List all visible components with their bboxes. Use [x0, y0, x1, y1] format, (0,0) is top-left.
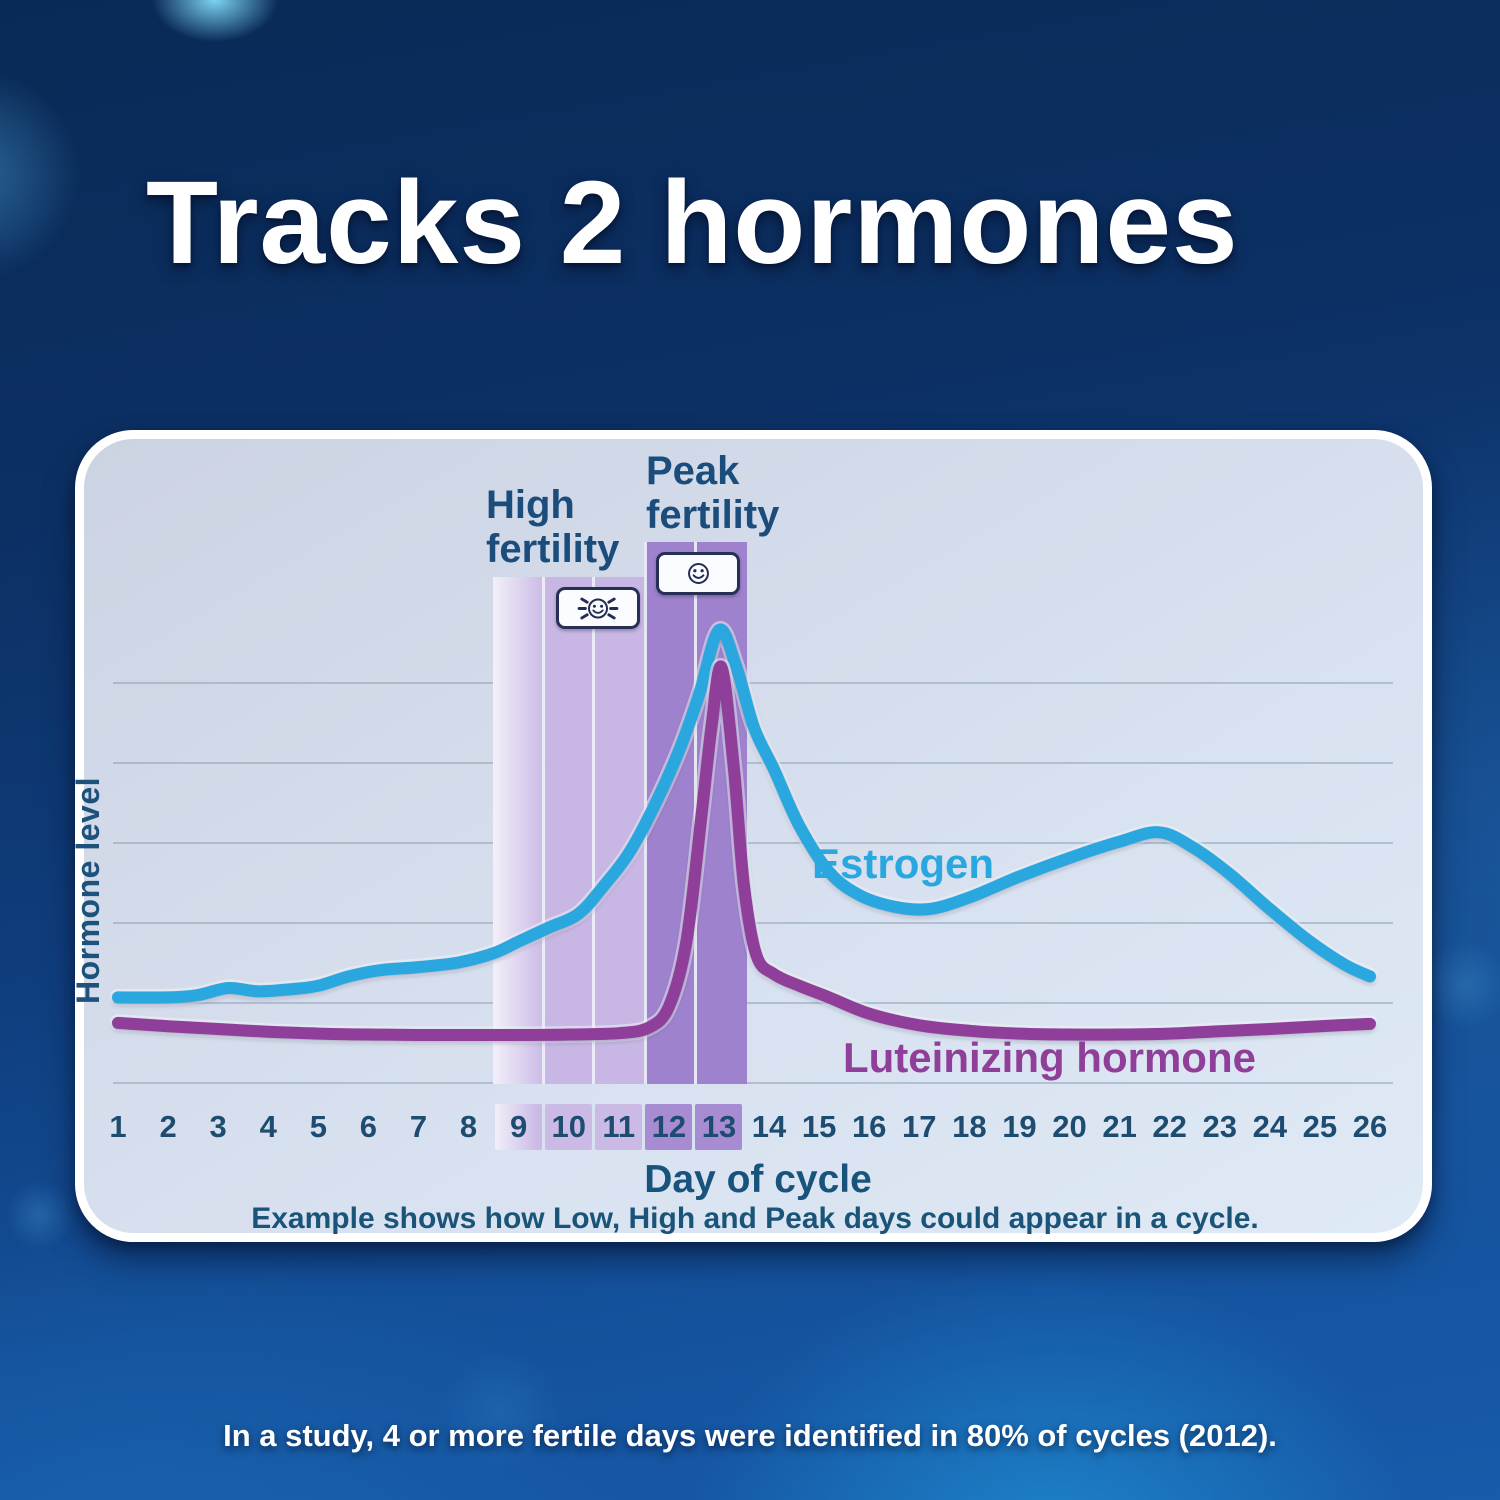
gridline: [113, 1082, 1393, 1084]
estrogen-series-label: Estrogen: [812, 840, 995, 887]
study-footnote: In a study, 4 or more fertile days were …: [223, 1418, 1277, 1453]
chart-card: [75, 430, 1432, 1242]
smiley-icon: [687, 563, 709, 584]
gridline: [113, 842, 1393, 844]
gridline: [113, 682, 1393, 684]
day-separator: [592, 577, 595, 1084]
y-axis-label: Hormone level: [70, 776, 106, 1004]
high-fertility-band: [493, 577, 644, 1084]
x-axis-label: Day of cycle: [644, 1158, 872, 1201]
bokeh-glow: [5, 1180, 75, 1250]
bokeh-glow: [1420, 940, 1500, 1030]
day-separator: [542, 577, 545, 1084]
peak-fertility-band: [644, 542, 747, 1084]
high-fertility-smiley-badge: [556, 587, 640, 629]
lh-series-label: Luteinizing hormone: [843, 1034, 1256, 1081]
high-fertility-label: High fertility: [486, 483, 620, 571]
gridline: [113, 1002, 1393, 1004]
peak-fertility-label: Peak fertility: [646, 449, 780, 537]
gridline: [113, 762, 1393, 764]
day-separator: [694, 542, 697, 1084]
gridline: [113, 922, 1393, 924]
flashing-smiley-icon: [577, 597, 619, 619]
chart-caption: Example shows how Low, High and Peak day…: [251, 1202, 1259, 1235]
peak-fertility-smiley-badge: [656, 552, 740, 595]
page-title: Tracks 2 hormones: [146, 157, 1239, 289]
band-fade-overlay: [493, 577, 547, 1084]
